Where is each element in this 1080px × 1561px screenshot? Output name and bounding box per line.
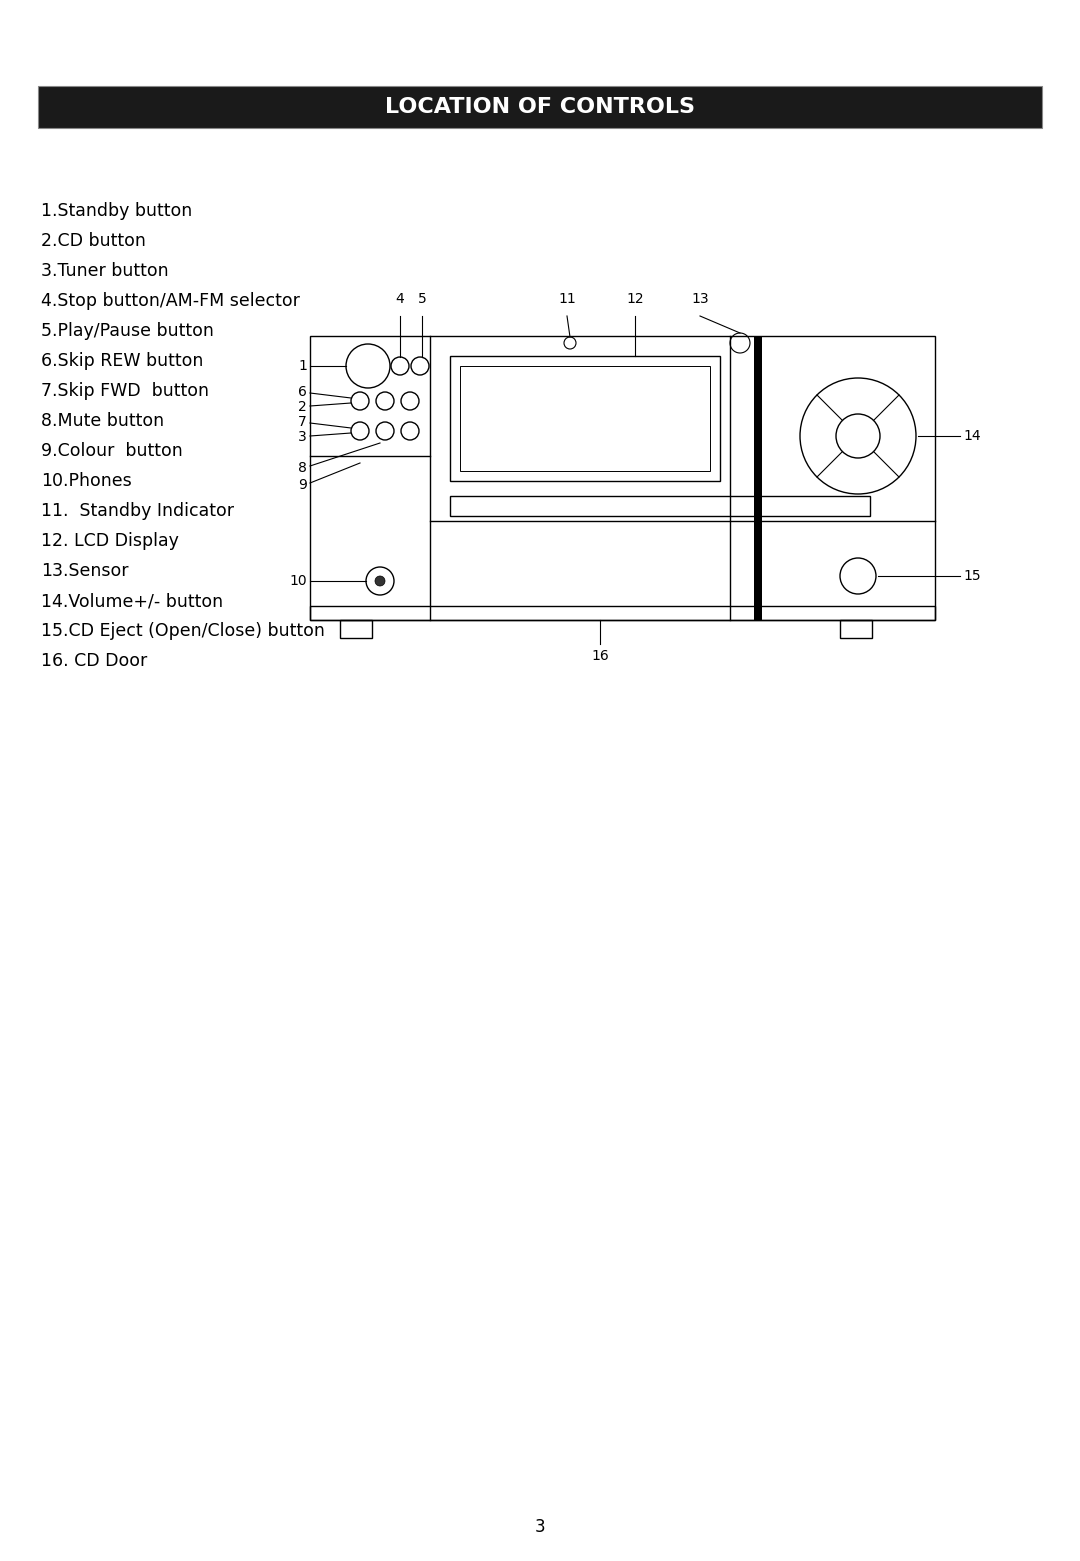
- Text: 3: 3: [535, 1517, 545, 1536]
- Bar: [310, 336, 935, 620]
- Text: 11.  Standby Indicator: 11. Standby Indicator: [41, 503, 234, 520]
- Text: 10: 10: [289, 574, 307, 588]
- Text: 9: 9: [298, 478, 307, 492]
- Bar: [754, 336, 762, 620]
- Text: 4.Stop button/AM-FM selector: 4.Stop button/AM-FM selector: [41, 292, 300, 311]
- Text: 15: 15: [963, 570, 981, 582]
- Text: 5: 5: [418, 292, 427, 306]
- Text: 3: 3: [298, 429, 307, 443]
- Bar: [840, 620, 872, 638]
- Text: 1: 1: [298, 359, 307, 373]
- Text: 16: 16: [591, 649, 609, 663]
- Circle shape: [375, 576, 384, 585]
- Text: 15.CD Eject (Open/Close) button: 15.CD Eject (Open/Close) button: [41, 621, 325, 640]
- Text: 8: 8: [298, 460, 307, 475]
- Text: 1.Standby button: 1.Standby button: [41, 201, 192, 220]
- Text: LOCATION OF CONTROLS: LOCATION OF CONTROLS: [384, 97, 696, 117]
- Text: 6: 6: [298, 386, 307, 400]
- Bar: [310, 606, 935, 620]
- Text: 7: 7: [298, 415, 307, 429]
- Text: 14.Volume+/- button: 14.Volume+/- button: [41, 592, 224, 610]
- Bar: [450, 356, 720, 481]
- Text: 12. LCD Display: 12. LCD Display: [41, 532, 179, 549]
- Text: 10.Phones: 10.Phones: [41, 471, 132, 490]
- Bar: [460, 365, 710, 471]
- Text: 6.Skip REW button: 6.Skip REW button: [41, 351, 203, 370]
- Text: 12: 12: [626, 292, 644, 306]
- Text: 5.Play/Pause button: 5.Play/Pause button: [41, 322, 214, 340]
- Text: 2: 2: [298, 400, 307, 414]
- Text: 16. CD Door: 16. CD Door: [41, 652, 147, 670]
- Text: 11: 11: [558, 292, 576, 306]
- Text: 13.Sensor: 13.Sensor: [41, 562, 129, 581]
- Text: 3.Tuner button: 3.Tuner button: [41, 262, 168, 279]
- Bar: [450, 496, 870, 517]
- Text: 14: 14: [963, 429, 981, 443]
- Text: 8.Mute button: 8.Mute button: [41, 412, 164, 429]
- Text: 7.Skip FWD  button: 7.Skip FWD button: [41, 382, 210, 400]
- Text: 4: 4: [395, 292, 404, 306]
- Bar: [340, 620, 372, 638]
- Text: 13: 13: [691, 292, 708, 306]
- Bar: [38, 86, 1042, 128]
- Text: 2.CD button: 2.CD button: [41, 233, 146, 250]
- Text: 9.Colour  button: 9.Colour button: [41, 442, 183, 460]
